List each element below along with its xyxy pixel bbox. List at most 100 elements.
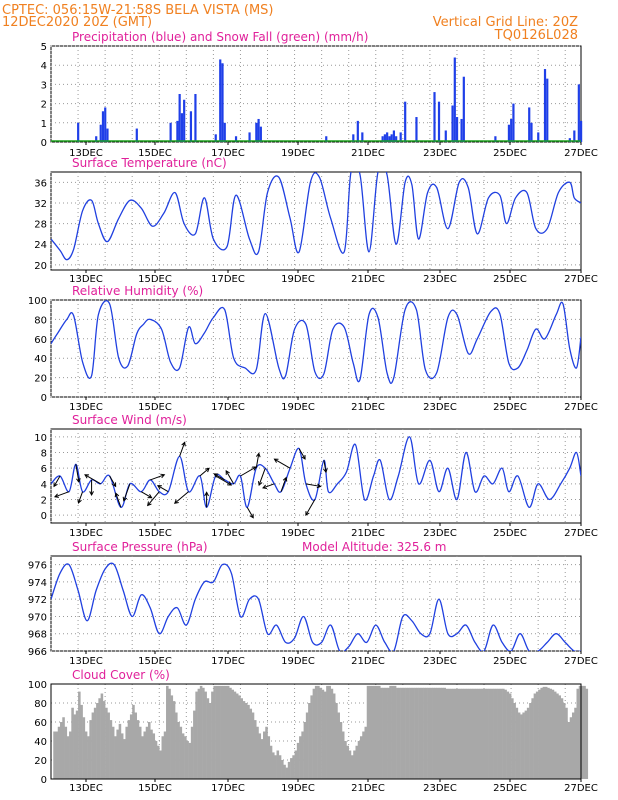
wind-arrow-head: [301, 454, 306, 460]
wind-arrow-head: [111, 482, 117, 488]
precip-bar: [568, 138, 571, 142]
cloud-bar: [127, 720, 131, 779]
panel-temp: 20 24 28 32 36 13DEC 15DEC 17DEC 19DEC 21DEC 23DEC…: [34, 156, 598, 285]
wind-arrow: [54, 491, 70, 498]
temp-line: [51, 172, 581, 261]
cloud-bar: [150, 729, 153, 779]
cloud-bar: [177, 722, 180, 779]
cloud-bar: [341, 731, 345, 779]
wind-arrow: [274, 458, 291, 469]
cloud-bar: [134, 712, 138, 779]
x-tick-label: 15DEC: [138, 656, 172, 667]
wind-arrow: [214, 473, 225, 481]
x-tick-label: 17DEC: [211, 402, 245, 413]
cloud-bar: [152, 733, 156, 779]
x-tick-label: 27DEC: [564, 528, 598, 539]
y-tick-label: 5: [41, 42, 47, 53]
cloud-bar: [312, 688, 316, 779]
wind-arrow-head: [122, 496, 128, 502]
cloud-bar: [328, 685, 331, 779]
x-tick-label: 19DEC: [281, 528, 315, 539]
x-tick-label: 17DEC: [211, 656, 245, 667]
precip-bar: [77, 122, 80, 142]
cloud-bar: [272, 752, 275, 779]
cloud-bar: [508, 693, 512, 779]
cloud-bar: [562, 703, 566, 779]
cloud-bar: [301, 731, 304, 779]
cloud-bar: [159, 750, 162, 779]
cloud-bar: [184, 736, 187, 779]
x-tick-label: 27DEC: [564, 148, 598, 159]
cloud-bar: [384, 687, 388, 779]
precip-bar: [399, 132, 402, 142]
x-tick-label: 21DEC: [351, 274, 385, 285]
x-tick-label: 19DEC: [281, 783, 315, 794]
precip-bar: [455, 117, 459, 142]
wind-arrow: [246, 507, 254, 518]
cloud-bar: [414, 687, 417, 779]
cloud-bar: [147, 722, 151, 779]
cloud-bar: [213, 685, 216, 779]
cloud-bar: [274, 755, 277, 779]
cloud-bar: [581, 685, 584, 779]
x-tick-label: 23DEC: [423, 402, 457, 413]
wind-arrow-head: [77, 498, 82, 504]
rh-line: [51, 300, 581, 384]
cloud-bar: [576, 688, 580, 779]
y-tick-label: 32: [34, 199, 47, 210]
precip-bar: [381, 136, 384, 142]
cloud-bar: [438, 687, 442, 779]
cloud-bar: [82, 717, 86, 779]
cloud-bar: [364, 726, 368, 779]
x-tick-label: 15DEC: [138, 783, 172, 794]
x-tick-label: 25DEC: [493, 274, 527, 285]
cloud-bar: [114, 736, 117, 779]
precip-bar: [361, 132, 364, 142]
precip-bar: [390, 134, 393, 142]
x-tick-label: 25DEC: [493, 148, 527, 159]
cloud-bar: [371, 685, 374, 779]
precip-bar: [176, 120, 179, 142]
x-tick-label: 23DEC: [423, 274, 457, 285]
precip-bar: [573, 130, 576, 142]
cloud-bar: [197, 688, 201, 779]
cloud-bar: [330, 688, 334, 779]
wind-line: [51, 436, 581, 508]
cloud-bar: [569, 717, 573, 779]
panel-title: Cloud Cover (%): [72, 668, 170, 682]
panel-title: Surface Pressure (hPa): [72, 540, 208, 554]
wind-arrow: [150, 474, 165, 481]
wind-arrow: [84, 474, 101, 485]
cloud-bar: [393, 685, 397, 779]
precip-bar: [453, 57, 456, 142]
cloud-bar: [470, 688, 474, 779]
header-run-time: 12DEC2020 20Z (GMT): [2, 15, 152, 30]
cloud-bar: [450, 688, 453, 779]
cloud-bar: [287, 761, 291, 779]
precip-bar: [101, 111, 105, 142]
cloud-bar: [249, 708, 253, 779]
cloud-bar: [267, 736, 271, 779]
cloud-bar: [87, 736, 90, 779]
cloud-bar: [477, 688, 480, 779]
cloud-bar: [366, 685, 370, 779]
cloud-bar: [278, 755, 282, 779]
wind-arrow-head: [262, 484, 268, 490]
precip-bar: [415, 117, 418, 142]
cloud-bar: [425, 687, 428, 779]
x-tick-label: 13DEC: [69, 274, 103, 285]
cloud-bar: [229, 687, 232, 779]
cloud-bar: [132, 704, 135, 779]
cloud-bar: [416, 687, 419, 779]
cloud-bar: [506, 691, 510, 779]
wind-arrow-head: [227, 481, 233, 486]
cloud-bar: [93, 707, 97, 779]
x-tick-label: 21DEC: [351, 528, 385, 539]
cloud-bar: [556, 693, 559, 779]
cloud-bar: [168, 688, 171, 779]
cloud-bar: [549, 688, 552, 779]
x-tick-label: 25DEC: [493, 402, 527, 413]
cloud-bar: [238, 695, 241, 779]
cloud-bar: [69, 731, 72, 779]
x-tick-label: 25DEC: [493, 656, 527, 667]
